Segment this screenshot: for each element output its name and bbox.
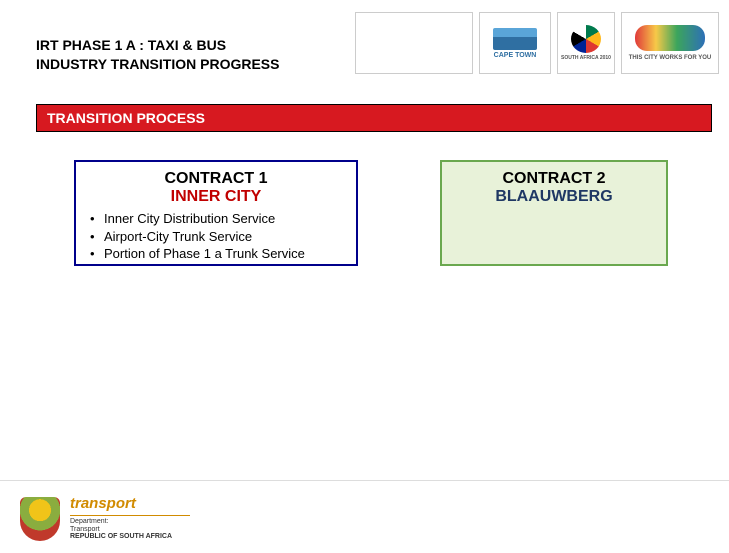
contract-2-title: CONTRACT 2: [452, 170, 656, 188]
contract-1-title: CONTRACT 1: [86, 170, 346, 188]
contract-1-bullet: Portion of Phase 1 a Trunk Service: [90, 245, 346, 263]
coat-of-arms-icon: [20, 497, 60, 541]
section-header-bar: TRANSITION PROCESS: [36, 104, 712, 132]
city-works-logo: THIS CITY WORKS FOR YOU: [621, 12, 719, 74]
swoosh-icon: [635, 25, 705, 51]
sa-flag-icon: [571, 25, 601, 53]
contract-2-subtitle: BLAAUWBERG: [452, 188, 656, 206]
south-africa-2010-logo: SOUTH AFRICA 2010: [557, 12, 615, 74]
info-text-logo: [355, 12, 473, 74]
footer-divider: [0, 480, 729, 481]
contract-1-bullet: Inner City Distribution Service: [90, 210, 346, 228]
mountain-icon: [493, 28, 537, 50]
capetown-label: CAPE TOWN: [494, 52, 537, 59]
footer-text-block: transport Department: Transport REPUBLIC…: [70, 496, 190, 541]
footer: transport Department: Transport REPUBLIC…: [20, 496, 190, 541]
contract-1-box: CONTRACT 1 INNER CITY Inner City Distrib…: [74, 160, 358, 266]
footer-line1: Department:: [70, 518, 190, 526]
contract-2-box: CONTRACT 2 BLAAUWBERG: [440, 160, 668, 266]
footer-line3: REPUBLIC OF SOUTH AFRICA: [70, 533, 190, 541]
city-label: THIS CITY WORKS FOR YOU: [629, 55, 711, 61]
header: IRT PHASE 1 A : TAXI & BUS INDUSTRY TRAN…: [0, 0, 729, 100]
contract-1-subtitle: INNER CITY: [86, 188, 346, 206]
title-line-2: INDUSTRY TRANSITION PROGRESS: [36, 55, 326, 74]
contract-1-bullet: Airport-City Trunk Service: [90, 228, 346, 246]
footer-line2: Transport: [70, 526, 190, 534]
footer-brand: transport: [70, 496, 190, 516]
capetown-logo: CAPE TOWN: [479, 12, 551, 74]
slide-title: IRT PHASE 1 A : TAXI & BUS INDUSTRY TRAN…: [36, 36, 326, 74]
title-line-1: IRT PHASE 1 A : TAXI & BUS: [36, 36, 326, 55]
logo-strip: CAPE TOWN SOUTH AFRICA 2010 THIS CITY WO…: [355, 12, 719, 74]
section-header-label: TRANSITION PROCESS: [47, 110, 205, 126]
sa-label: SOUTH AFRICA 2010: [561, 55, 611, 61]
contract-1-bullets: Inner City Distribution Service Airport-…: [86, 210, 346, 263]
